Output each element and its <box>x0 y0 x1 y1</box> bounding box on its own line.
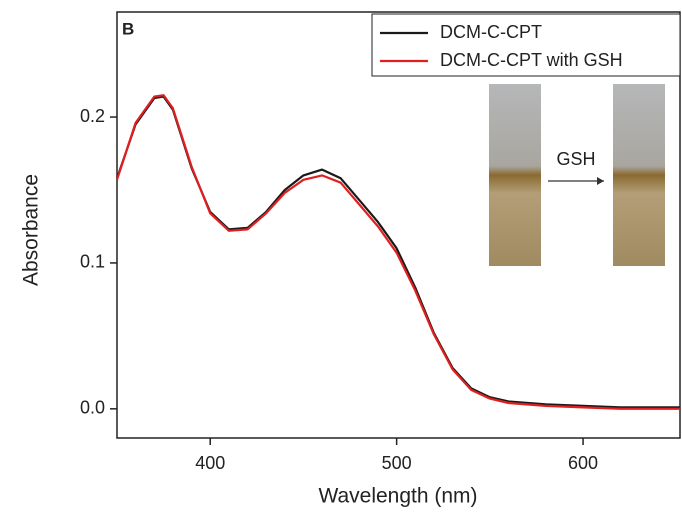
series-line <box>115 95 680 409</box>
vial-image <box>489 84 541 266</box>
inset-annotation: GSH <box>556 149 595 169</box>
x-tick-label: 400 <box>195 453 225 473</box>
vial-image <box>613 84 665 266</box>
y-tick-label: 0.2 <box>80 106 105 126</box>
y-axis-label: Absorbance <box>20 174 43 286</box>
x-tick-label: 600 <box>568 453 598 473</box>
x-tick-label: 500 <box>382 453 412 473</box>
y-tick-label: 0.0 <box>80 398 105 418</box>
legend-box <box>371 13 681 77</box>
series-line <box>115 94 680 410</box>
y-tick-label: 0.1 <box>80 252 105 272</box>
arrowhead <box>597 177 604 185</box>
legend-label: DCM-C-CPT <box>440 22 542 42</box>
legend-label: DCM-C-CPT with GSH <box>440 50 623 70</box>
plot-frame <box>116 11 681 439</box>
inset: GSH <box>489 84 665 266</box>
panel-label: B <box>122 19 134 38</box>
x-axis-label: Wavelength (nm) <box>318 485 477 508</box>
